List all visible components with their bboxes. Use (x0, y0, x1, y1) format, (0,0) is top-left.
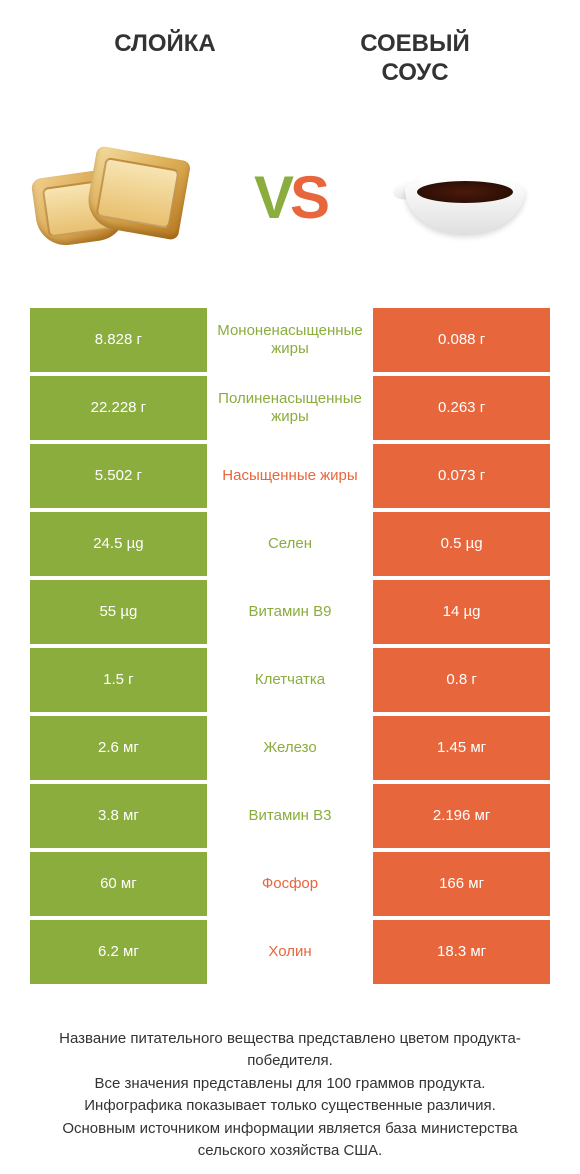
header: СЛОЙКА СОЕВЫЙ СОУС (0, 0, 580, 98)
value-left: 3.8 мг (30, 784, 207, 848)
value-right: 0.073 г (373, 444, 550, 508)
value-left: 22.228 г (30, 376, 207, 440)
nutrient-label: Клетчатка (207, 648, 373, 712)
table-row: 24.5 µgСелен0.5 µg (30, 512, 550, 576)
vs-label: VS (254, 163, 326, 232)
table-row: 2.6 мгЖелезо1.45 мг (30, 716, 550, 780)
vs-s: S (290, 164, 326, 231)
value-right: 0.5 µg (373, 512, 550, 576)
value-right: 1.45 мг (373, 716, 550, 780)
value-left: 1.5 г (30, 648, 207, 712)
sauce-bowl-icon (385, 143, 545, 253)
title-right: СОЕВЫЙ СОУС (290, 30, 540, 88)
footer-line: Название питательного вещества представл… (30, 1028, 550, 1073)
value-right: 0.088 г (373, 308, 550, 372)
value-left: 5.502 г (30, 444, 207, 508)
nutrient-label: Селен (207, 512, 373, 576)
nutrient-label: Мононенасыщенные жиры (207, 308, 373, 372)
table-row: 60 мгФосфор166 мг (30, 852, 550, 916)
vs-v: V (254, 164, 290, 231)
nutrient-label: Насыщенные жиры (207, 444, 373, 508)
nutrient-label: Полиненасыщенные жиры (207, 376, 373, 440)
table-row: 22.228 гПолиненасыщенные жиры0.263 г (30, 376, 550, 440)
table-row: 3.8 мгВитамин B32.196 мг (30, 784, 550, 848)
table-row: 55 µgВитамин B914 µg (30, 580, 550, 644)
value-right: 14 µg (373, 580, 550, 644)
footer-line: Все значения представлены для 100 граммо… (30, 1073, 550, 1096)
value-right: 18.3 мг (373, 920, 550, 984)
footer-line: Инфографика показывает только существенн… (30, 1095, 550, 1118)
food-image-right (380, 133, 550, 263)
table-row: 8.828 гМононенасыщенные жиры0.088 г (30, 308, 550, 372)
table-row: 1.5 гКлетчатка0.8 г (30, 648, 550, 712)
nutrient-label: Фосфор (207, 852, 373, 916)
value-left: 55 µg (30, 580, 207, 644)
nutrient-label: Холин (207, 920, 373, 984)
table-row: 5.502 гНасыщенные жиры0.073 г (30, 444, 550, 508)
footer-line: Основным источником информации является … (30, 1118, 550, 1163)
nutrient-label: Витамин B9 (207, 580, 373, 644)
value-right: 2.196 мг (373, 784, 550, 848)
comparison-table: 8.828 гМононенасыщенные жиры0.088 г22.22… (0, 308, 580, 984)
value-left: 2.6 мг (30, 716, 207, 780)
value-right: 166 мг (373, 852, 550, 916)
value-left: 60 мг (30, 852, 207, 916)
title-left: СЛОЙКА (40, 30, 290, 88)
value-left: 6.2 мг (30, 920, 207, 984)
value-right: 0.8 г (373, 648, 550, 712)
vs-row: VS (0, 98, 580, 308)
footer-notes: Название питательного вещества представл… (0, 988, 580, 1163)
table-row: 6.2 мгХолин18.3 мг (30, 920, 550, 984)
value-left: 24.5 µg (30, 512, 207, 576)
value-right: 0.263 г (373, 376, 550, 440)
pastry-icon (35, 143, 195, 253)
value-left: 8.828 г (30, 308, 207, 372)
nutrient-label: Витамин B3 (207, 784, 373, 848)
food-image-left (30, 133, 200, 263)
nutrient-label: Железо (207, 716, 373, 780)
